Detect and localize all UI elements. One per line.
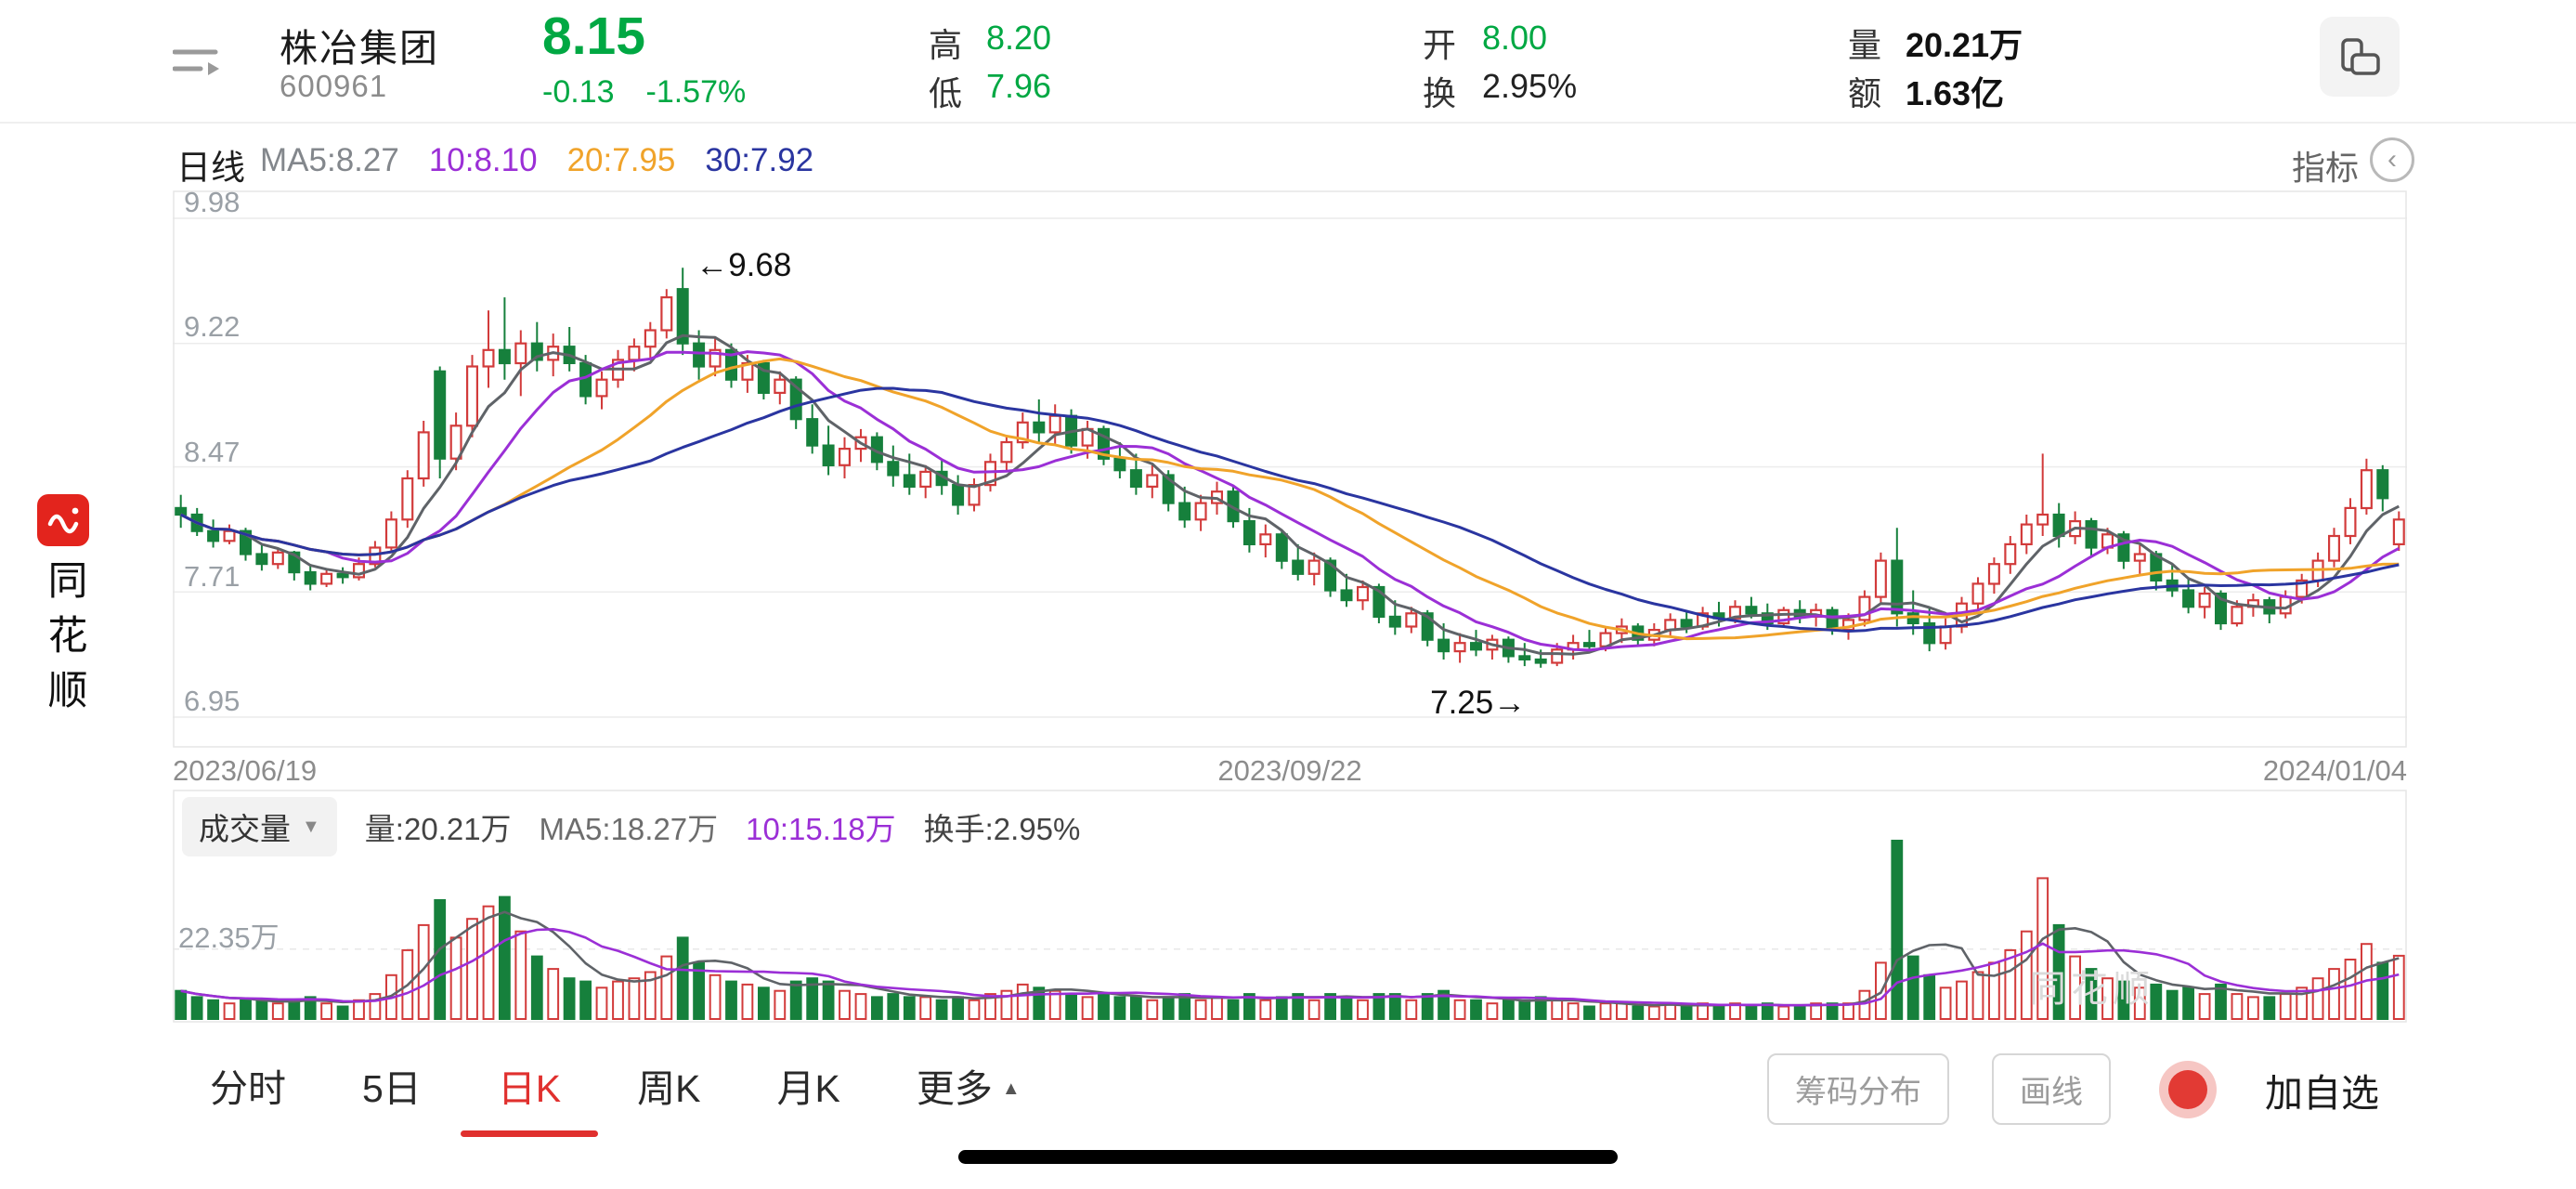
high-label: 高 (929, 26, 963, 64)
chart-toolbar: 筹码分布 画线 加自选 (1767, 1053, 2379, 1125)
high-annotation: ←9.68 (696, 247, 792, 284)
home-indicator (958, 1150, 1618, 1164)
ma20-legend: 20:7.95 (566, 142, 676, 178)
turnover-label: 换 (1423, 74, 1457, 112)
indicator-button[interactable]: 指标 (2292, 149, 2360, 187)
date-end: 2024/01/04 (2262, 754, 2407, 787)
rotate-screen-button[interactable] (2320, 17, 2400, 97)
chevron-down-icon: ▼ (302, 816, 320, 837)
draw-line-button[interactable]: 画线 (1992, 1053, 2111, 1125)
caret-up-icon: ▲ (1001, 1078, 1021, 1099)
ma30-legend: 30:7.92 (705, 142, 814, 178)
kline-chart[interactable] (173, 190, 2407, 748)
indicator-collapse-icon[interactable]: ‹ (2370, 137, 2414, 182)
volume-selector-label: 成交量 (199, 812, 291, 846)
price-axis-tick: 6.95 (184, 685, 241, 717)
high-value: 8.20 (986, 19, 1052, 57)
volume-value: 20.21万 (1906, 26, 2023, 64)
price-change-row: -0.13 -1.57% (542, 74, 746, 111)
volume-ma5-text: MA5:18.27万 (539, 812, 719, 846)
last-price: 8.15 (542, 7, 645, 66)
menu-collapse-icon[interactable] (173, 43, 225, 80)
volume-label: 量 (1848, 26, 1882, 64)
price-change: -0.13 (542, 74, 615, 110)
open-value: 8.00 (1482, 19, 1548, 57)
chip-distribution-button[interactable]: 筹码分布 (1767, 1053, 1949, 1125)
amount-label: 额 (1848, 74, 1882, 112)
low-value: 7.96 (986, 67, 1052, 105)
amount-value: 1.63亿 (1906, 74, 2005, 112)
tab-minute[interactable]: 分时 (210, 1067, 286, 1110)
volume-header: 成交量 ▼ 量:20.21万 MA5:18.27万 10:15.18万 换手:2… (182, 797, 1080, 856)
ma-legend: MA5:8.27 10:8.10 20:7.95 30:7.92 (260, 142, 813, 179)
stock-name: 株冶集团 (280, 27, 439, 70)
volume-value-text: 量:20.21万 (364, 812, 512, 846)
tab-daily-k[interactable]: 日K (490, 1048, 568, 1122)
header-divider (0, 122, 2576, 124)
low-annotation: 7.25→ (1430, 684, 1527, 721)
volume-ma10-text: 10:15.18万 (746, 812, 896, 846)
price-change-pct: -1.57% (645, 74, 747, 110)
add-watchlist-button[interactable]: 加自选 (2265, 1071, 2379, 1115)
price-axis-tick: 8.47 (184, 436, 241, 468)
turnover-value: 2.95% (1482, 67, 1578, 105)
low-label: 低 (929, 74, 963, 112)
volume-indicator-selector[interactable]: 成交量 ▼ (182, 797, 337, 856)
price-axis-tick: 9.22 (184, 310, 241, 343)
price-axis-tick: 9.98 (184, 186, 241, 218)
chevron-left-icon: ‹ (2387, 144, 2397, 175)
watermark: 同花顺 (2029, 969, 2154, 1010)
period-label[interactable]: 日线 (176, 149, 245, 187)
date-axis: 2023/06/19 2023/09/22 2024/01/04 (173, 754, 2407, 788)
open-label: 开 (1423, 26, 1457, 64)
date-start: 2023/06/19 (173, 754, 318, 787)
date-mid: 2023/09/22 (1217, 754, 1362, 787)
tab-more[interactable]: 更多 ▲ (916, 1067, 1021, 1110)
stock-code: 600961 (280, 69, 388, 103)
record-button[interactable] (2168, 1069, 2207, 1109)
ma5-legend: MA5:8.27 (260, 142, 399, 178)
tab-weekly-k[interactable]: 周K (637, 1067, 701, 1110)
price-axis-tick: 7.71 (184, 560, 241, 593)
tab-monthly-k[interactable]: 月K (776, 1067, 840, 1110)
volume-chart[interactable] (173, 790, 2407, 1023)
volume-turnover-text: 换手:2.95% (923, 812, 1081, 846)
tab-5day[interactable]: 5日 (362, 1067, 422, 1110)
ma10-legend: 10:8.10 (428, 142, 538, 178)
ths-logo-icon (37, 494, 89, 546)
app-name: 同花顺 (42, 559, 86, 724)
period-tabbar: 分时 5日 日K 周K 月K 更多 ▲ (202, 1048, 1028, 1122)
volume-axis-tick: 22.35万 (178, 921, 280, 954)
rotate-screen-icon (2341, 38, 2380, 75)
